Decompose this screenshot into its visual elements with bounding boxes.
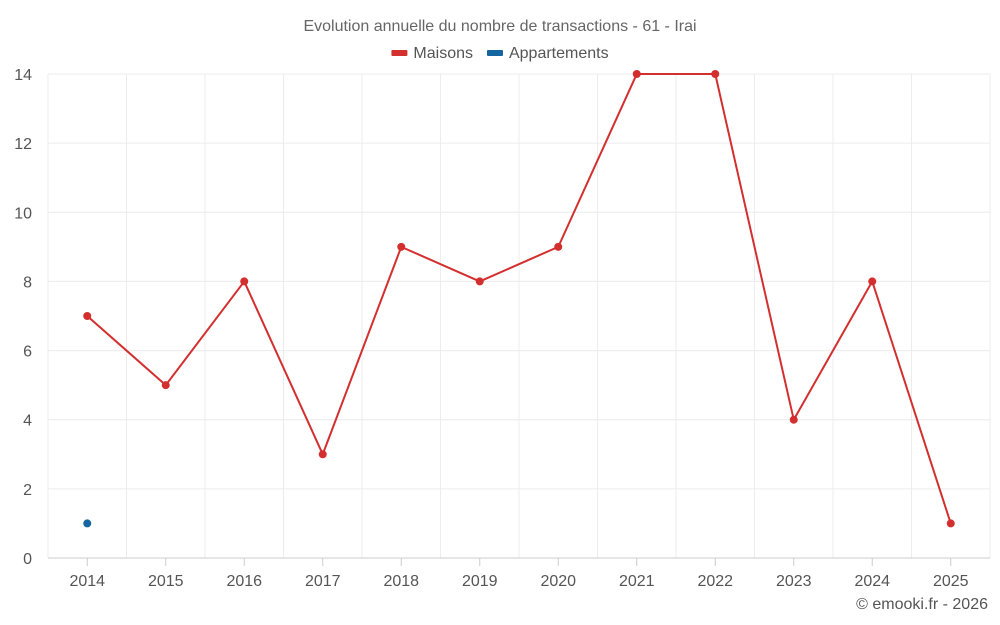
series [83, 70, 955, 528]
x-tick-label: 2014 [69, 573, 105, 590]
y-tick-label: 8 [23, 274, 32, 291]
x-tick-label: 2025 [933, 573, 969, 590]
data-point-maisons [946, 519, 955, 528]
axes: 0 2 4 6 8 10 12 14 2014 2015 2016 2017 2018 2019 2020 2… [14, 67, 990, 590]
legend-swatch [486, 50, 503, 56]
y-tick-label: 2 [23, 482, 32, 499]
y-tick-label: 4 [23, 413, 32, 430]
legend[interactable]: Maisons Appartements [391, 45, 609, 62]
x-tick-label: 2016 [226, 573, 262, 590]
data-point-maisons [240, 277, 249, 286]
data-point-maisons [475, 277, 484, 286]
y-tick-label: 10 [14, 205, 32, 222]
credit-text: © emooki.fr - 2026 [856, 596, 988, 613]
x-tick-label: 2015 [148, 573, 184, 590]
legend-swatch [391, 50, 408, 56]
x-tick-label: 2017 [305, 573, 341, 590]
y-tick-label: 0 [23, 551, 32, 568]
data-point-maisons [789, 415, 798, 424]
chart-title: Evolution annuelle du nombre de transact… [303, 18, 696, 35]
x-tick-label: 2020 [540, 573, 576, 590]
data-point-maisons [397, 242, 406, 251]
y-tick-label: 6 [23, 344, 32, 361]
legend-item-appartements[interactable]: Appartements [486, 45, 609, 62]
data-point-maisons [83, 312, 92, 320]
x-tick-label: 2021 [619, 573, 655, 590]
data-point-maisons [318, 450, 327, 459]
y-tick-label: 12 [14, 136, 32, 153]
series-line-maisons [86, 73, 952, 524]
x-tick-label: 2019 [462, 573, 498, 590]
legend-label: Maisons [413, 45, 473, 62]
x-tick-label: 2024 [854, 573, 890, 590]
grid [47, 73, 991, 558]
x-tick-label: 2022 [697, 573, 733, 590]
data-point-maisons [161, 381, 170, 390]
legend-item-maisons[interactable]: Maisons [391, 45, 473, 62]
y-tick-label: 14 [14, 67, 32, 84]
data-point-maisons [554, 242, 563, 251]
x-tick-label: 2018 [383, 573, 419, 590]
data-point-maisons [632, 70, 641, 78]
data-point-appartements [83, 519, 92, 528]
data-point-maisons [868, 277, 877, 286]
legend-label: Appartements [509, 45, 609, 62]
data-point-maisons [711, 70, 720, 78]
x-tick-label: 2023 [776, 573, 812, 590]
